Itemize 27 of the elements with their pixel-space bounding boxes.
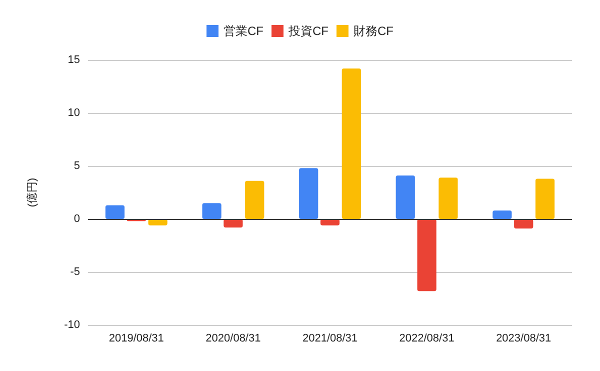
- y-tick-label: 5: [74, 160, 80, 172]
- bar: [245, 180, 264, 219]
- bar: [438, 178, 458, 219]
- y-tick-label: 0: [74, 213, 80, 225]
- x-tick-label: 2022/08/31: [399, 332, 454, 344]
- bar: [492, 210, 512, 219]
- x-tick-label: 2020/08/31: [206, 332, 261, 344]
- x-tick-label: 2021/08/31: [302, 332, 358, 344]
- y-tick-label: -5: [70, 266, 80, 278]
- x-tick-label: 2023/08/31: [496, 332, 552, 344]
- bar: [202, 203, 222, 219]
- bar: [224, 219, 243, 228]
- legend-label: 投資CF: [288, 24, 328, 38]
- legend-label: 財務CF: [354, 24, 394, 38]
- bar: [396, 176, 415, 219]
- bar: [299, 168, 318, 219]
- x-tick-label: 2019/08/31: [108, 332, 164, 344]
- y-tick-label: 10: [68, 107, 80, 119]
- y-tick-label: 15: [68, 54, 80, 66]
- bar: [535, 178, 555, 219]
- bar: [417, 219, 436, 292]
- bar: [105, 205, 125, 219]
- y-axis-title: (億円): [26, 178, 38, 208]
- legend-label: 営業CF: [224, 24, 264, 38]
- bar: [342, 68, 361, 219]
- y-tick-label: -10: [64, 319, 80, 331]
- bar: [514, 219, 534, 229]
